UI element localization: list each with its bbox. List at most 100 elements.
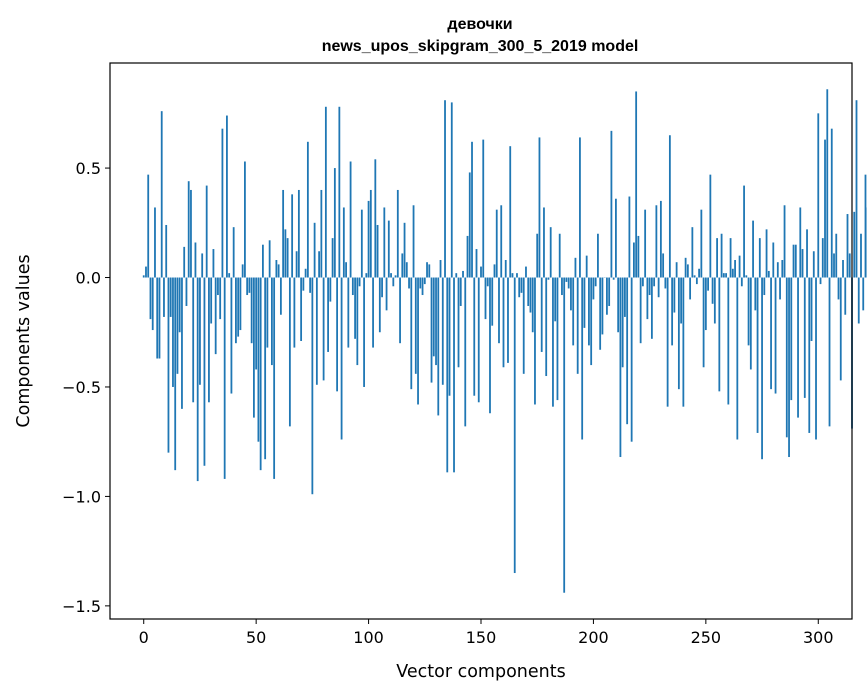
bar-255 (716, 238, 718, 278)
bar-210 (615, 198, 617, 278)
bar-101 (369, 189, 372, 278)
bar-287 (788, 277, 790, 458)
bar-175 (536, 233, 539, 278)
bar-130 (435, 277, 437, 366)
bar-100 (367, 200, 370, 278)
bar-27 (203, 277, 206, 466)
bar-16 (178, 277, 181, 333)
bar-15 (176, 277, 179, 374)
bar-147 (473, 277, 476, 396)
bar-107 (383, 207, 386, 278)
bar-35 (221, 128, 224, 278)
bar-44 (241, 264, 244, 278)
bar-208 (610, 130, 613, 278)
bar-268 (745, 275, 748, 278)
bar-282 (776, 262, 779, 278)
bar-168 (520, 277, 523, 293)
bar-148 (475, 249, 478, 278)
bar-281 (774, 277, 777, 394)
bar-110 (390, 273, 392, 278)
bar-173 (531, 277, 534, 333)
bar-4 (151, 277, 154, 331)
bar-219 (635, 91, 638, 278)
bar-294 (803, 277, 806, 398)
y-tick-label: −0.5 (62, 378, 101, 397)
bar-155 (491, 277, 494, 326)
bar-79 (320, 189, 323, 278)
bar-87 (338, 106, 341, 278)
bar-61 (279, 277, 282, 315)
bar-222 (641, 277, 644, 287)
bar-252 (709, 174, 712, 278)
bar-171 (527, 277, 530, 306)
bar-105 (378, 277, 381, 333)
bar-216 (628, 196, 631, 278)
bar-262 (731, 268, 734, 278)
bar-218 (633, 242, 635, 278)
y-axis-ticks: 0.5 0.0 −0.5 −1.0 −1.5 (62, 159, 110, 616)
bar-73 (306, 141, 309, 278)
bar-238 (677, 277, 680, 390)
bar-7 (158, 277, 161, 359)
bar-55 (266, 277, 269, 348)
bar-0 (142, 275, 145, 278)
bar-14 (174, 277, 177, 471)
bar-274 (758, 238, 761, 278)
bar-247 (698, 268, 700, 278)
bar-200 (592, 277, 595, 300)
bar-217 (630, 277, 633, 442)
bar-132 (439, 260, 442, 278)
bar-180 (547, 277, 550, 280)
y-tick-label: −1.5 (62, 597, 101, 616)
bar-198 (588, 277, 590, 346)
bar-298 (812, 251, 815, 278)
bar-277 (765, 229, 768, 278)
bar-290 (794, 244, 797, 278)
bar-190 (570, 277, 572, 311)
bar-46 (246, 277, 249, 296)
bar-204 (601, 277, 604, 335)
bar-176 (538, 137, 541, 278)
bar-19 (185, 277, 188, 306)
bar-85 (333, 168, 336, 278)
bar-59 (275, 260, 278, 278)
bar-3 (149, 277, 152, 320)
bar-179 (545, 277, 548, 377)
bar-33 (217, 277, 219, 296)
bar-116 (403, 222, 406, 278)
bar-317 (855, 100, 858, 278)
bar-300 (817, 113, 820, 278)
bar-221 (639, 277, 642, 344)
bar-164 (511, 273, 514, 278)
bar-62 (282, 189, 285, 278)
bar-285 (783, 205, 786, 278)
bar-183 (554, 277, 557, 322)
bar-70 (300, 277, 303, 341)
bar-103 (374, 159, 377, 278)
bar-174 (534, 277, 536, 405)
bar-202 (597, 233, 599, 278)
bar-305 (828, 277, 831, 427)
bar-120 (412, 205, 415, 278)
bar-212 (619, 277, 622, 458)
bar-240 (682, 277, 685, 407)
bar-302 (821, 238, 824, 278)
bar-57 (270, 277, 273, 366)
bar-38 (228, 273, 231, 278)
bar-96 (358, 277, 361, 287)
bar-152 (484, 277, 487, 320)
bar-293 (801, 249, 804, 278)
bar-272 (754, 277, 757, 311)
bar-230 (659, 200, 662, 278)
bar-279 (770, 277, 772, 390)
bar-1 (145, 266, 147, 278)
bar-159 (500, 205, 503, 278)
bar-41 (235, 277, 237, 344)
bar-31 (212, 249, 215, 278)
bar-20 (187, 181, 190, 278)
bar-108 (385, 277, 388, 311)
bar-92 (349, 161, 352, 278)
bar-228 (655, 205, 658, 278)
bar-140 (457, 277, 460, 368)
bar-42 (237, 277, 240, 337)
